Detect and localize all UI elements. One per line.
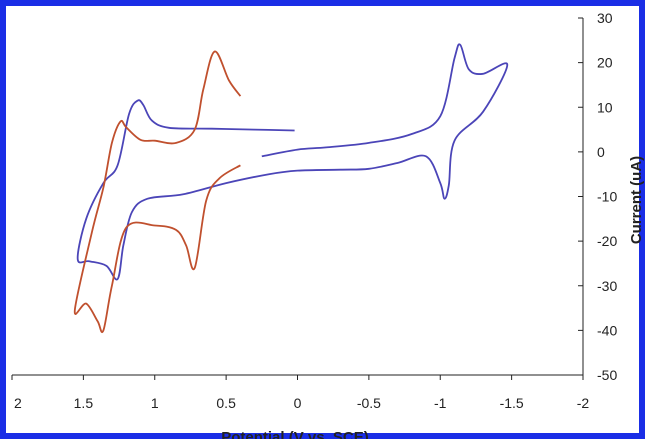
y-ticks: 30 20 10 0 -10 -20 -30 -40 -50	[578, 10, 617, 383]
x-tick-label: 1	[151, 395, 159, 411]
y-tick-label: 0	[597, 144, 605, 160]
x-axis-label: Potential (V vs. SCE)	[221, 429, 369, 439]
y-tick-label: 10	[597, 99, 613, 115]
y-tick-label: -40	[597, 322, 617, 338]
x-tick-label: 2	[14, 395, 22, 411]
x-tick-label: 0.5	[216, 395, 236, 411]
y-tick-label: 30	[597, 10, 613, 26]
x-tick-label: -2	[577, 395, 590, 411]
y-tick-label: -20	[597, 233, 617, 249]
x-tick-label: -1.5	[500, 395, 524, 411]
series-line-blue	[76, 43, 509, 281]
x-tick-label: -1	[434, 395, 447, 411]
y-tick-label: -50	[597, 367, 617, 383]
series	[73, 43, 509, 334]
x-tick-label: 0	[294, 395, 302, 411]
x-tick-label: 1.5	[74, 395, 94, 411]
y-tick-label: -30	[597, 278, 617, 294]
series-line-red	[73, 50, 242, 334]
x-ticks: 2 1.5 1 0.5 0 -0.5 -1 -1.5 -2	[11, 375, 590, 411]
y-axis-label: Current (uA)	[628, 156, 645, 244]
y-tick-label: -10	[597, 189, 617, 205]
y-tick-label: 20	[597, 55, 613, 71]
x-tick-label: -0.5	[357, 395, 381, 411]
